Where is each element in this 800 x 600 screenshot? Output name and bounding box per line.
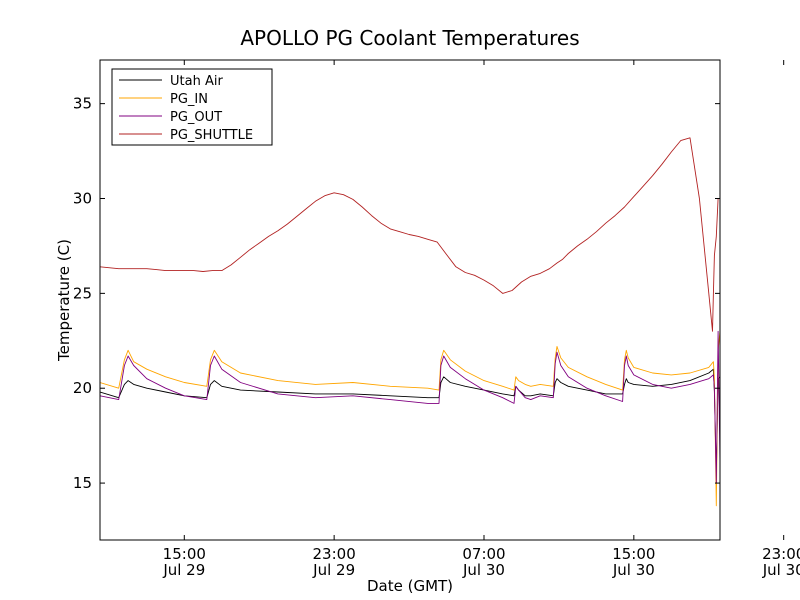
series-line-pg-out (100, 330, 720, 484)
series-line-pg-in (100, 331, 720, 507)
legend-label-pg-shuttle: PG_SHUTTLE (170, 128, 253, 143)
y-tick-label: 30 (73, 189, 92, 207)
y-tick-label: 35 (73, 95, 92, 113)
series-layer (100, 137, 720, 507)
x-tick-label-time: 23:00 (313, 545, 356, 563)
x-tick-label-time: 23:00 (762, 545, 800, 563)
legend-box (111, 68, 273, 146)
y-tick-label: 25 (73, 284, 92, 302)
x-tick-label-time: 15:00 (612, 545, 655, 563)
series-line-utah-air (100, 368, 720, 475)
x-tick-label-date: Jul 30 (462, 561, 505, 579)
x-tick-label-date: Jul 30 (612, 561, 655, 579)
series-line-pg-shuttle (100, 137, 720, 332)
x-tick-label-time: 15:00 (163, 545, 206, 563)
legend: Utah Air PG_IN PG_OUT PG_SHUTTLE (111, 68, 273, 146)
legend-label-pg-out: PG_OUT (170, 110, 222, 125)
chart-title: APOLLO PG Coolant Temperatures (240, 26, 579, 50)
y-tick-label: 20 (73, 379, 92, 397)
plot-frame (99, 59, 721, 541)
y-axis-label: Temperature (C) (55, 239, 73, 362)
x-tick-label-time: 07:00 (462, 545, 505, 563)
x-axis-label: Date (GMT) (367, 577, 453, 595)
legend-label-utah-air: Utah Air (170, 74, 223, 89)
x-tick-label-date: Jul 29 (162, 561, 205, 579)
y-tick-label: 15 (73, 474, 92, 492)
x-tick-label-date: Jul 30 (762, 561, 800, 579)
legend-label-pg-in: PG_IN (170, 92, 208, 107)
x-tick-label-date: Jul 29 (312, 561, 355, 579)
